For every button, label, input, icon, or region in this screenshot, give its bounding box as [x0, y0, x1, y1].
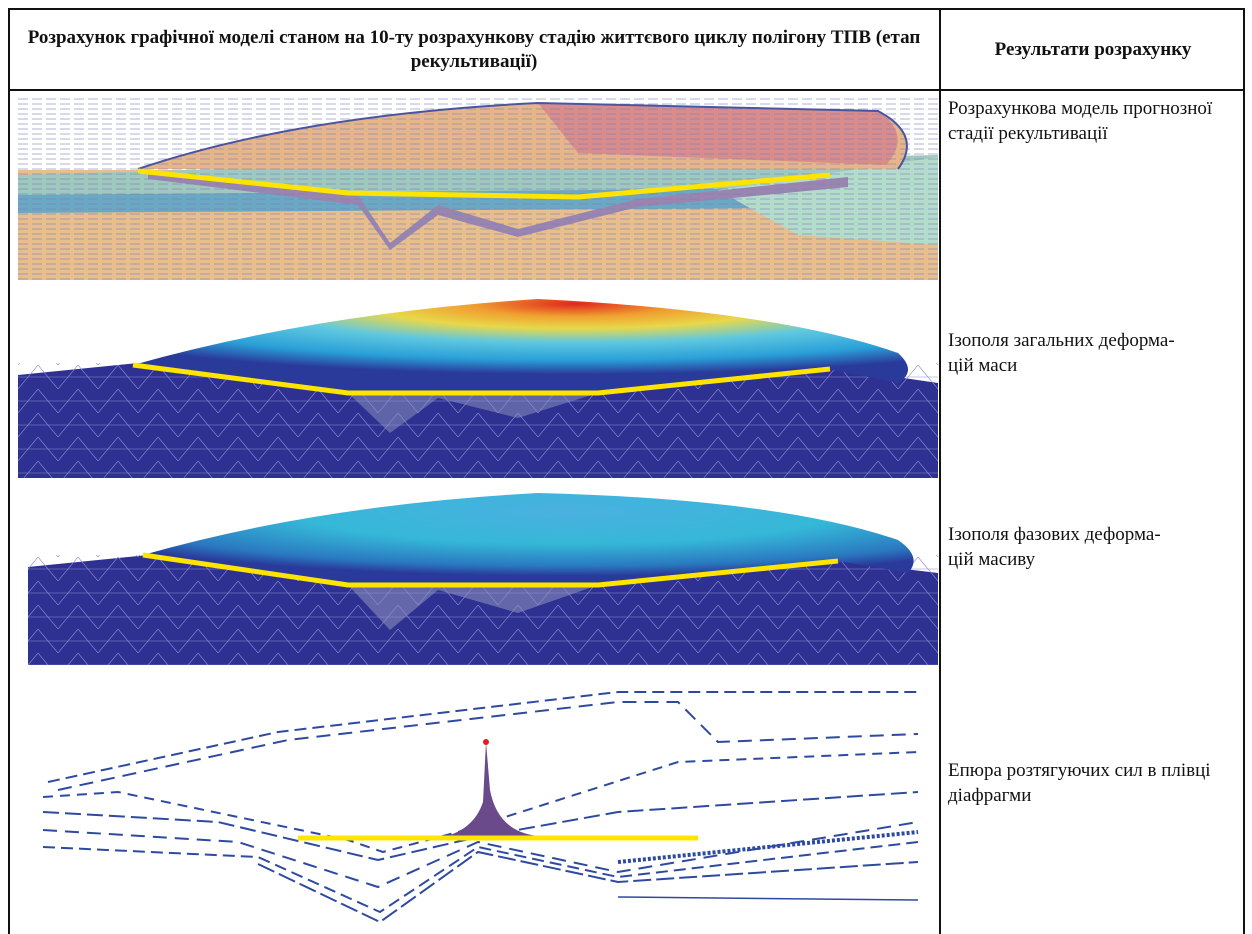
- tensile-force-image: [18, 672, 938, 934]
- column-header: Результати розрахунку: [944, 12, 1242, 88]
- row-caption: Розрахункова модель прогнозної стадії ре…: [948, 96, 1244, 146]
- row-caption: Епюра розтягуючих сил в плівці діафрагми: [948, 758, 1244, 808]
- page: Розрахунок графічної моделі станом на 10…: [0, 0, 1252, 934]
- total-deformation-image: [18, 293, 938, 478]
- model-image: [18, 95, 938, 280]
- row-caption: Ізополя фазових деформа- цій масиву: [948, 522, 1244, 572]
- table-border: [8, 8, 1245, 10]
- table-border: [939, 8, 941, 934]
- column-header: Розрахунок графічної моделі станом на 10…: [14, 12, 934, 88]
- table-border: [8, 89, 1245, 91]
- row-caption: Ізополя загальних деформа- цій маси: [948, 328, 1244, 378]
- phase-deformation-image: [18, 485, 938, 667]
- table-border: [8, 8, 10, 934]
